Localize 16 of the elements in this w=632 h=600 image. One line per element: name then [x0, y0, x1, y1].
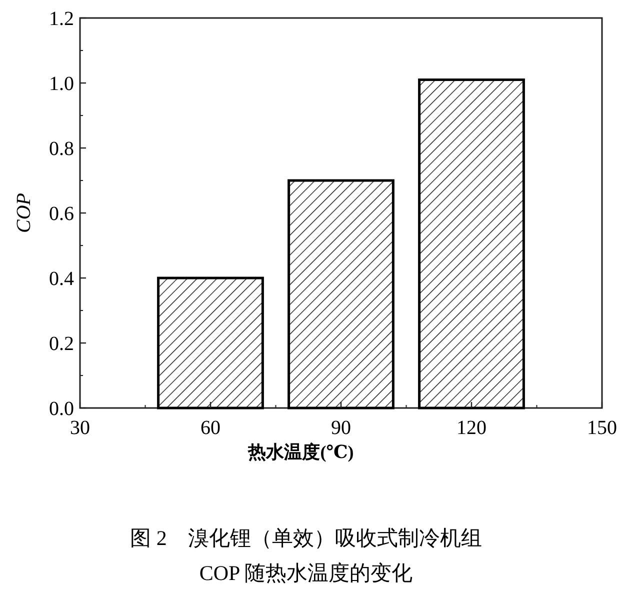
y-tick-label: 0.6 [49, 203, 74, 225]
y-tick-label: 1.2 [49, 8, 74, 30]
x-axis-title: 热水温度(℃) [247, 442, 354, 462]
y-tick-label: 0.4 [49, 268, 74, 290]
x-tick-label: 150 [587, 417, 617, 439]
y-axis-title: COP [13, 193, 35, 233]
y-tick-label: 0.8 [49, 138, 74, 160]
x-tick-label: 60 [200, 417, 220, 439]
y-tick-label: 0.2 [49, 333, 74, 355]
text: COP 随热水温度的变化 [199, 561, 413, 585]
y-tick-label: 0.0 [49, 398, 74, 420]
x-tick-label: 90 [331, 417, 351, 439]
y-tick-label: 1.0 [49, 73, 74, 95]
x-tick-label: 120 [456, 417, 486, 439]
caption: 图 2 溴化锂（单效）吸收式制冷机组 [130, 526, 482, 550]
x-tick-label: 30 [70, 417, 90, 439]
